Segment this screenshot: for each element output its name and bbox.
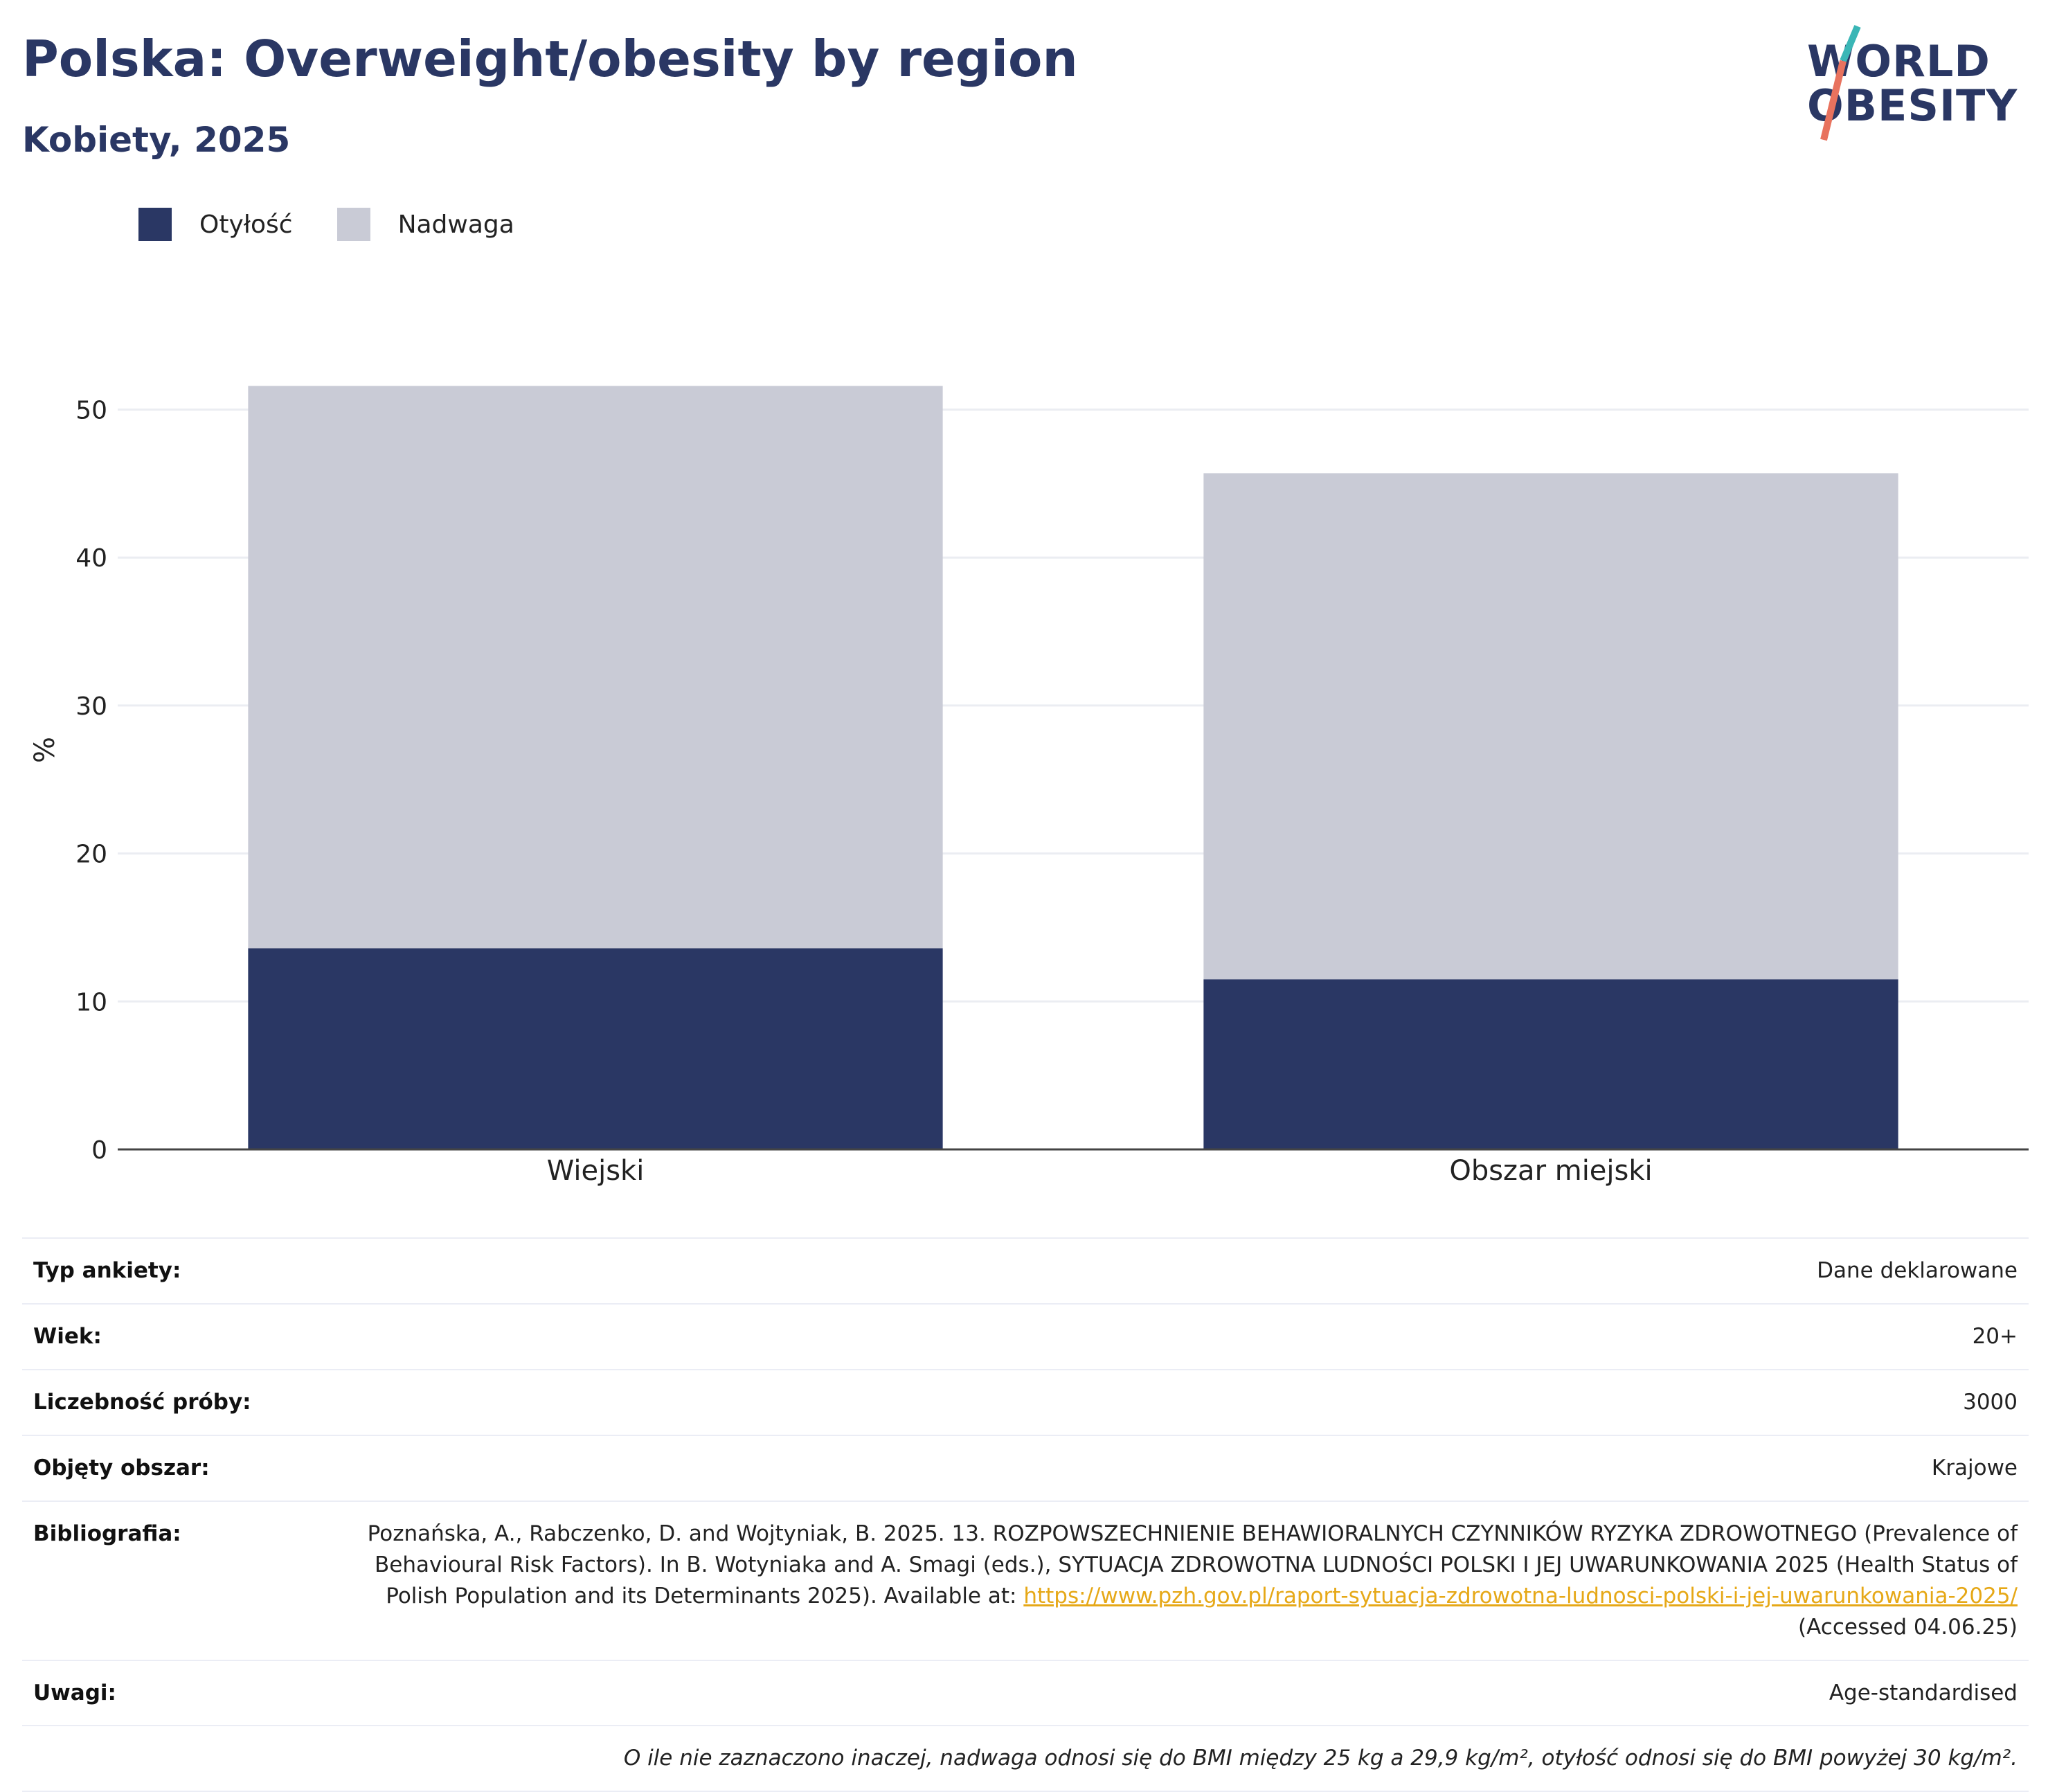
legend-swatch-overweight bbox=[336, 208, 370, 241]
table-row: Typ ankiety: Dane deklarowane bbox=[22, 1237, 2029, 1304]
table-row: Liczebność próby: 3000 bbox=[22, 1368, 2029, 1435]
bar-overweight-rural bbox=[248, 386, 943, 949]
notes-label: Uwagi: bbox=[22, 1659, 321, 1726]
age-value: 20+ bbox=[321, 1302, 2029, 1370]
bibliography-label: Bibliografia: bbox=[22, 1500, 321, 1660]
y-tick-label: 40 bbox=[75, 544, 107, 573]
sample-size-label: Liczebność próby: bbox=[22, 1368, 321, 1435]
bibliography-accessed: (Accessed 04.06.25) bbox=[1798, 1614, 2018, 1640]
legend: Otyłość Nadwaga bbox=[138, 208, 559, 241]
notes-value: Age-standardised bbox=[321, 1659, 2029, 1726]
x-tick-label: Obszar miejski bbox=[1449, 1155, 1652, 1187]
survey-type-label: Typ ankiety: bbox=[22, 1237, 321, 1304]
bar-obesity-rural bbox=[248, 948, 943, 1149]
logo-slash-icon bbox=[1820, 25, 1861, 141]
coverage-value: Krajowe bbox=[321, 1434, 2029, 1501]
legend-label-overweight: Nadwaga bbox=[397, 210, 514, 239]
chart-title: Polska: Overweight/obesity by region bbox=[22, 30, 1078, 88]
age-label: Wiek: bbox=[22, 1302, 321, 1370]
bmi-footnote: O ile nie zaznaczono inaczej, nadwaga od… bbox=[22, 1725, 2029, 1792]
legend-swatch-obesity bbox=[138, 208, 172, 241]
table-row: Objęty obszar: Krajowe bbox=[22, 1434, 2029, 1501]
y-tick-label: 20 bbox=[75, 841, 107, 869]
legend-label-obesity: Otyłość bbox=[199, 210, 293, 239]
y-tick-label: 50 bbox=[75, 397, 107, 425]
x-tick-label: Wiejski bbox=[547, 1155, 645, 1187]
table-row: Bibliografia: Poznańska, A., Rabczenko, … bbox=[22, 1500, 2029, 1660]
legend-item-overweight[interactable]: Nadwaga bbox=[336, 208, 514, 241]
logo-text-obesity: OBESITY bbox=[1807, 80, 2018, 131]
bar-obesity-urban bbox=[1203, 979, 1898, 1149]
y-tick-label: 10 bbox=[75, 988, 107, 1016]
y-tick-label: 0 bbox=[91, 1136, 107, 1165]
metadata-table: Typ ankiety: Dane deklarowane Wiek: 20+ … bbox=[22, 1237, 2029, 1792]
y-axis-label: % bbox=[29, 737, 61, 763]
stacked-bar-chart: 0 10 20 30 40 50% Wiejski Obszar miejski bbox=[29, 386, 2029, 1187]
table-row: Uwagi: Age-standardised bbox=[22, 1659, 2029, 1726]
chart-subtitle: Kobiety, 2025 bbox=[22, 120, 291, 160]
table-row: Wiek: 20+ bbox=[22, 1302, 2029, 1370]
bar-overweight-urban bbox=[1203, 473, 1898, 980]
bibliography-link[interactable]: https://www.pzh.gov.pl/raport-sytuacja-z… bbox=[1023, 1583, 2018, 1609]
y-tick-label: 30 bbox=[75, 692, 107, 721]
survey-type-value: Dane deklarowane bbox=[321, 1237, 2029, 1304]
bibliography-text: Poznańska, A., Rabczenko, D. and Wojtyni… bbox=[367, 1521, 2018, 1609]
coverage-label: Objęty obszar: bbox=[22, 1434, 321, 1501]
bibliography-value: Poznańska, A., Rabczenko, D. and Wojtyni… bbox=[321, 1500, 2029, 1660]
legend-item-obesity[interactable]: Otyłość bbox=[138, 208, 293, 241]
sample-size-value: 3000 bbox=[321, 1368, 2029, 1435]
world-obesity-logo: WORLD OBESITY bbox=[1807, 21, 2036, 145]
table-row: O ile nie zaznaczono inaczej, nadwaga od… bbox=[22, 1725, 2029, 1792]
